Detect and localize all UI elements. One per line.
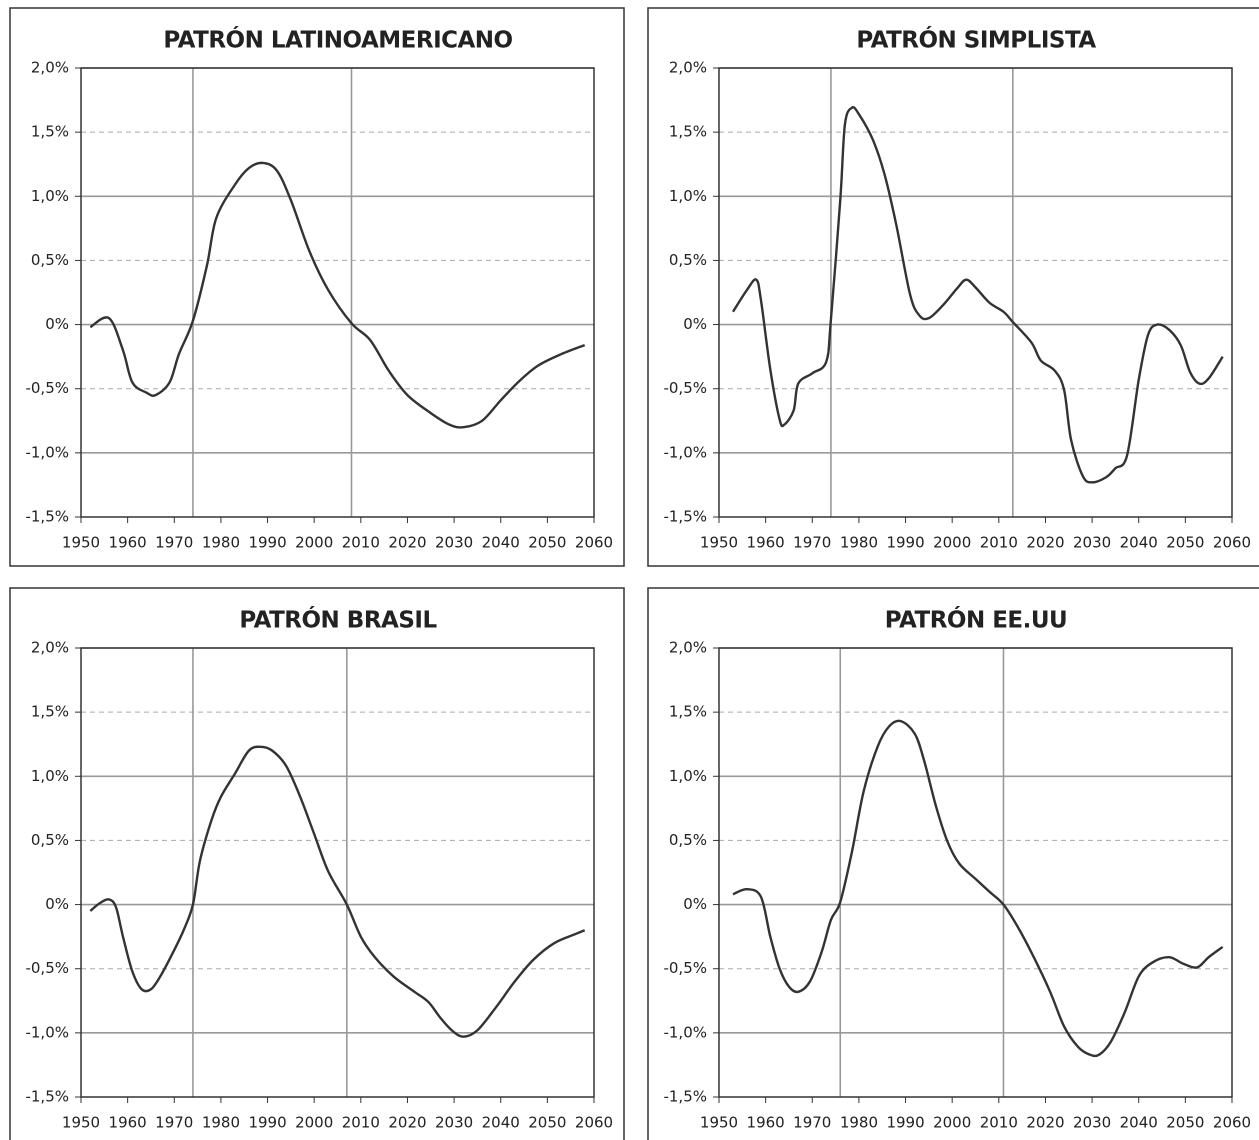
panel-frame — [9, 7, 625, 567]
y-tick-label: 1,0% — [31, 187, 69, 205]
x-tick-label: 1970 — [155, 534, 193, 552]
y-tick-label: -1,5% — [663, 508, 707, 526]
x-tick-label: 1990 — [248, 534, 286, 552]
x-tick-label: 2020 — [1026, 534, 1064, 552]
x-tick-label: 1960 — [747, 534, 785, 552]
y-tick-label: 1,0% — [31, 767, 69, 785]
x-tick-label: 1990 — [886, 1114, 924, 1132]
data-line — [89, 745, 586, 1038]
y-tick-label: -1,0% — [663, 1023, 707, 1041]
plot-frame — [80, 647, 595, 1098]
y-tick-label: 0% — [45, 895, 69, 913]
x-tick-label: 1980 — [202, 1114, 240, 1132]
x-tick-label: 1960 — [109, 1114, 147, 1132]
y-tick-label: 1,5% — [31, 703, 69, 721]
panel-frame — [647, 7, 1259, 567]
y-tick-label: 1,5% — [669, 123, 707, 141]
y-tick-label: -1,0% — [25, 1023, 69, 1041]
data-line — [732, 719, 1224, 1058]
x-tick-label: 2040 — [482, 534, 520, 552]
panel-frame — [647, 587, 1259, 1140]
y-tick-label: -1,5% — [663, 1088, 707, 1106]
y-tick-label: 1,5% — [31, 123, 69, 141]
x-tick-label: 2040 — [1120, 534, 1158, 552]
y-tick-label: -0,5% — [25, 379, 69, 397]
x-tick-label: 1950 — [62, 534, 100, 552]
x-tick-label: 1980 — [840, 1114, 878, 1132]
y-tick-label: 2,0% — [31, 59, 69, 77]
y-tick-label: -0,5% — [25, 959, 69, 977]
x-tick-label: 2060 — [1213, 534, 1251, 552]
y-tick-label: 1,0% — [669, 767, 707, 785]
x-tick-label: 2020 — [388, 1114, 426, 1132]
y-tick-label: -1,5% — [25, 508, 69, 526]
y-tick-label: 1,5% — [669, 703, 707, 721]
y-tick-label: 2,0% — [31, 639, 69, 657]
chart-title: PATRÓN BRASIL — [239, 606, 437, 634]
chart-title: PATRÓN SIMPLISTA — [856, 26, 1096, 54]
x-tick-label: 2060 — [575, 534, 613, 552]
y-tick-label: 0,5% — [31, 251, 69, 269]
x-tick-label: 2050 — [528, 534, 566, 552]
x-tick-label: 2010 — [342, 534, 380, 552]
x-tick-label: 2000 — [295, 534, 333, 552]
x-tick-label: 2050 — [1166, 534, 1204, 552]
x-tick-label: 1960 — [747, 1114, 785, 1132]
x-tick-label: 1990 — [886, 534, 924, 552]
x-tick-label: 2000 — [295, 1114, 333, 1132]
y-tick-label: 0% — [45, 315, 69, 333]
x-tick-label: 2010 — [980, 534, 1018, 552]
x-tick-label: 1950 — [700, 1114, 738, 1132]
y-tick-label: 0% — [683, 315, 707, 333]
y-tick-label: 2,0% — [669, 59, 707, 77]
x-tick-label: 1960 — [109, 534, 147, 552]
y-tick-label: -0,5% — [663, 379, 707, 397]
plot-frame — [80, 67, 595, 518]
y-tick-label: -1,0% — [25, 443, 69, 461]
x-tick-label: 2060 — [1213, 1114, 1251, 1132]
y-tick-label: 0% — [683, 895, 707, 913]
x-tick-label: 1950 — [62, 1114, 100, 1132]
x-tick-label: 1970 — [155, 1114, 193, 1132]
x-tick-label: 2030 — [435, 534, 473, 552]
x-tick-label: 2010 — [980, 1114, 1018, 1132]
x-tick-label: 2040 — [1120, 1114, 1158, 1132]
x-tick-label: 1980 — [840, 534, 878, 552]
x-tick-label: 2030 — [1073, 534, 1111, 552]
x-tick-label: 1950 — [700, 534, 738, 552]
x-tick-label: 2030 — [435, 1114, 473, 1132]
x-tick-label: 2040 — [482, 1114, 520, 1132]
x-tick-label: 2060 — [575, 1114, 613, 1132]
x-tick-label: 2020 — [388, 534, 426, 552]
x-tick-label: 2030 — [1073, 1114, 1111, 1132]
x-tick-label: 1990 — [248, 1114, 286, 1132]
y-tick-label: -0,5% — [663, 959, 707, 977]
panel-frame — [9, 587, 625, 1140]
y-tick-label: -1,5% — [25, 1088, 69, 1106]
x-tick-label: 1970 — [793, 1114, 831, 1132]
y-tick-label: 0,5% — [669, 251, 707, 269]
x-tick-label: 2010 — [342, 1114, 380, 1132]
x-tick-label: 2050 — [528, 1114, 566, 1132]
plot-frame — [718, 67, 1233, 518]
y-tick-label: 0,5% — [669, 831, 707, 849]
x-tick-label: 2020 — [1026, 1114, 1064, 1132]
x-tick-label: 1980 — [202, 534, 240, 552]
chart-title: PATRÓN LATINOAMERICANO — [163, 26, 512, 54]
y-tick-label: 0,5% — [31, 831, 69, 849]
chart-title: PATRÓN EE.UU — [885, 606, 1067, 634]
y-tick-label: 2,0% — [669, 639, 707, 657]
x-tick-label: 2000 — [933, 1114, 971, 1132]
x-tick-label: 2050 — [1166, 1114, 1204, 1132]
x-tick-label: 1970 — [793, 534, 831, 552]
y-tick-label: 1,0% — [669, 187, 707, 205]
data-line — [89, 161, 586, 429]
plot-frame — [718, 647, 1233, 1098]
x-tick-label: 2000 — [933, 534, 971, 552]
y-tick-label: -1,0% — [663, 443, 707, 461]
data-line — [731, 106, 1224, 484]
